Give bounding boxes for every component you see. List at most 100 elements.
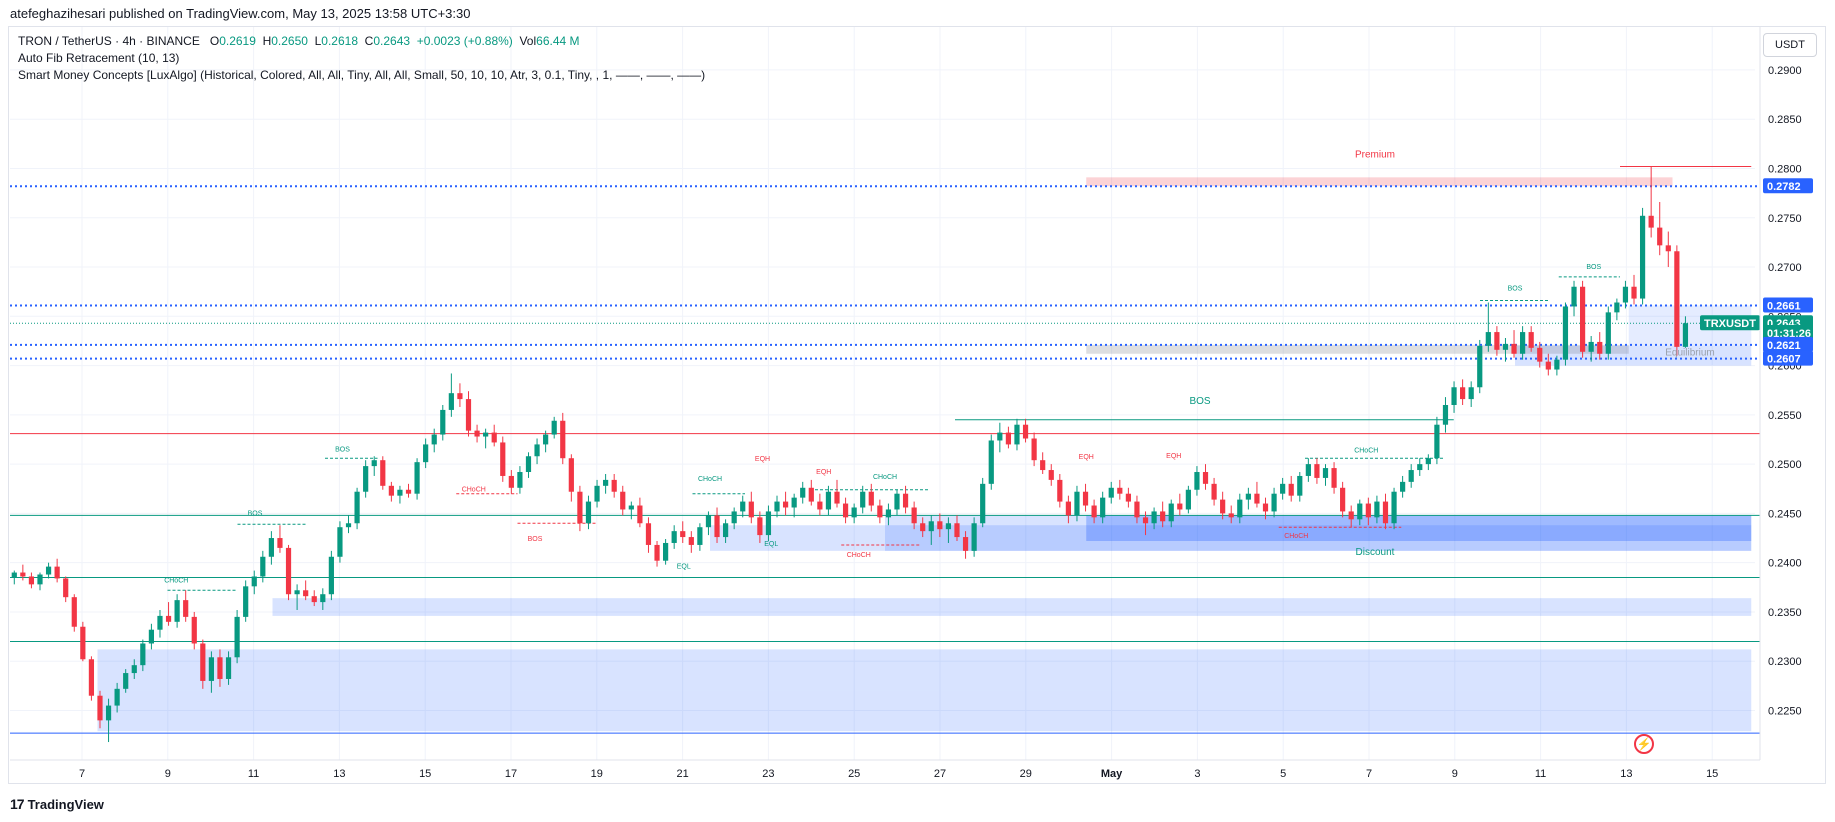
candle-up <box>320 594 326 603</box>
candle-up <box>594 485 600 502</box>
structure-label: EQH <box>1166 453 1181 460</box>
x-tick-label: 11 <box>1535 768 1546 780</box>
candle-up <box>268 538 274 557</box>
currency-button[interactable]: USDT <box>1763 33 1817 57</box>
x-tick-label: 11 <box>248 768 259 780</box>
structure-label: CHoCH <box>873 474 897 481</box>
candle-down <box>920 523 926 532</box>
candle-up <box>740 501 746 512</box>
lightning-icon[interactable]: ⚡ <box>1634 734 1654 754</box>
candle-down <box>714 515 720 538</box>
candle-up <box>697 527 703 545</box>
candle-down <box>1545 361 1551 370</box>
candle-up <box>997 432 1003 441</box>
candle-up <box>1305 464 1311 476</box>
structure-label: CHoCH <box>1354 447 1378 454</box>
candle-up <box>663 542 669 561</box>
candle-up <box>397 489 403 496</box>
candle-up <box>774 501 780 512</box>
indicator-smc[interactable]: Smart Money Concepts [LuxAlgo] (Historic… <box>18 68 706 82</box>
candle-up <box>1562 306 1569 360</box>
x-tick-label: 25 <box>848 768 860 780</box>
x-tick-label: 15 <box>1706 768 1718 780</box>
candle-down <box>954 523 960 538</box>
structure-label: EQH <box>755 456 770 463</box>
candle-up <box>1571 286 1577 307</box>
candle-up <box>11 572 17 578</box>
candle-up <box>431 434 437 445</box>
x-tick-label: 15 <box>419 768 431 780</box>
candle-down <box>1494 332 1500 350</box>
candle-down <box>1117 487 1123 494</box>
candle-up <box>294 590 300 595</box>
candle-down <box>911 507 917 524</box>
zone-zone <box>97 649 1752 691</box>
legend-ohlc-row: TRON / TetherUS · 4h · BINANCE O0.2619 H… <box>18 33 705 50</box>
price-label: 0.2607 <box>1767 354 1801 366</box>
candle-up <box>1639 215 1646 299</box>
structure-label: CHoCH <box>462 487 486 494</box>
candle-down <box>757 517 763 536</box>
candle-down <box>1202 472 1209 484</box>
structure-label: Equilibrium <box>1665 348 1714 359</box>
structure-label: BOS <box>248 510 263 517</box>
candle-down <box>457 393 463 400</box>
candle-down <box>680 531 686 538</box>
indicator-fib[interactable]: Auto Fib Retracement (10, 13) <box>18 51 180 65</box>
candle-up <box>251 576 257 587</box>
y-tick-label: 0.2900 <box>1768 65 1802 77</box>
candle-down <box>88 659 95 696</box>
candle-up <box>800 487 806 498</box>
candle-down <box>1091 505 1097 518</box>
x-tick-label: 3 <box>1194 768 1200 780</box>
candle-up <box>603 479 609 486</box>
structure-label: CHoCH <box>847 552 871 559</box>
candle-down <box>1211 483 1217 500</box>
candle-down <box>465 399 472 431</box>
candle-up <box>1245 493 1251 500</box>
candle-down <box>620 491 626 510</box>
candle-down <box>1134 501 1140 518</box>
y-tick-label: 0.2400 <box>1768 558 1802 570</box>
candle-down <box>1048 470 1054 480</box>
candle-down <box>380 460 386 486</box>
candle-up <box>1682 323 1689 347</box>
x-tick-label: 5 <box>1280 768 1286 780</box>
symbol-name[interactable]: TRON / TetherUS · 4h · BINANCE <box>18 34 200 48</box>
candle-up <box>1297 475 1303 496</box>
low-label: L <box>314 34 322 48</box>
candle-up <box>894 493 900 510</box>
candle-up <box>860 491 866 508</box>
candle-up <box>1520 332 1526 354</box>
candle-up <box>1434 424 1440 459</box>
close-label: C <box>364 34 374 48</box>
candle-up <box>928 521 934 532</box>
candle-down <box>277 538 283 548</box>
candle-up <box>328 556 334 595</box>
x-tick-label: 7 <box>79 768 85 780</box>
candle-down <box>577 491 583 524</box>
candle-up <box>208 657 214 681</box>
candle-down <box>97 695 103 721</box>
structure-label: BOS <box>335 446 350 453</box>
tradingview-footer: 17 TradingView <box>10 796 104 812</box>
candle-down <box>1382 501 1389 524</box>
candle-up <box>885 509 892 518</box>
candle-up <box>731 511 737 524</box>
candle-up <box>628 505 634 510</box>
candle-up <box>131 665 137 674</box>
candle-down <box>1177 503 1183 510</box>
price-label: TRXUSDT <box>1704 318 1756 330</box>
x-tick-label: 9 <box>165 768 171 780</box>
x-tick-label: 17 <box>505 768 517 780</box>
high-label: H <box>262 34 272 48</box>
candle-down <box>165 615 172 622</box>
candle-up <box>1622 286 1629 303</box>
candle-down <box>1220 499 1226 514</box>
candle-down <box>80 626 86 660</box>
candle-up <box>1425 458 1431 465</box>
candle-up <box>1588 341 1594 352</box>
candle-up <box>543 434 549 445</box>
candle-up <box>363 466 369 492</box>
